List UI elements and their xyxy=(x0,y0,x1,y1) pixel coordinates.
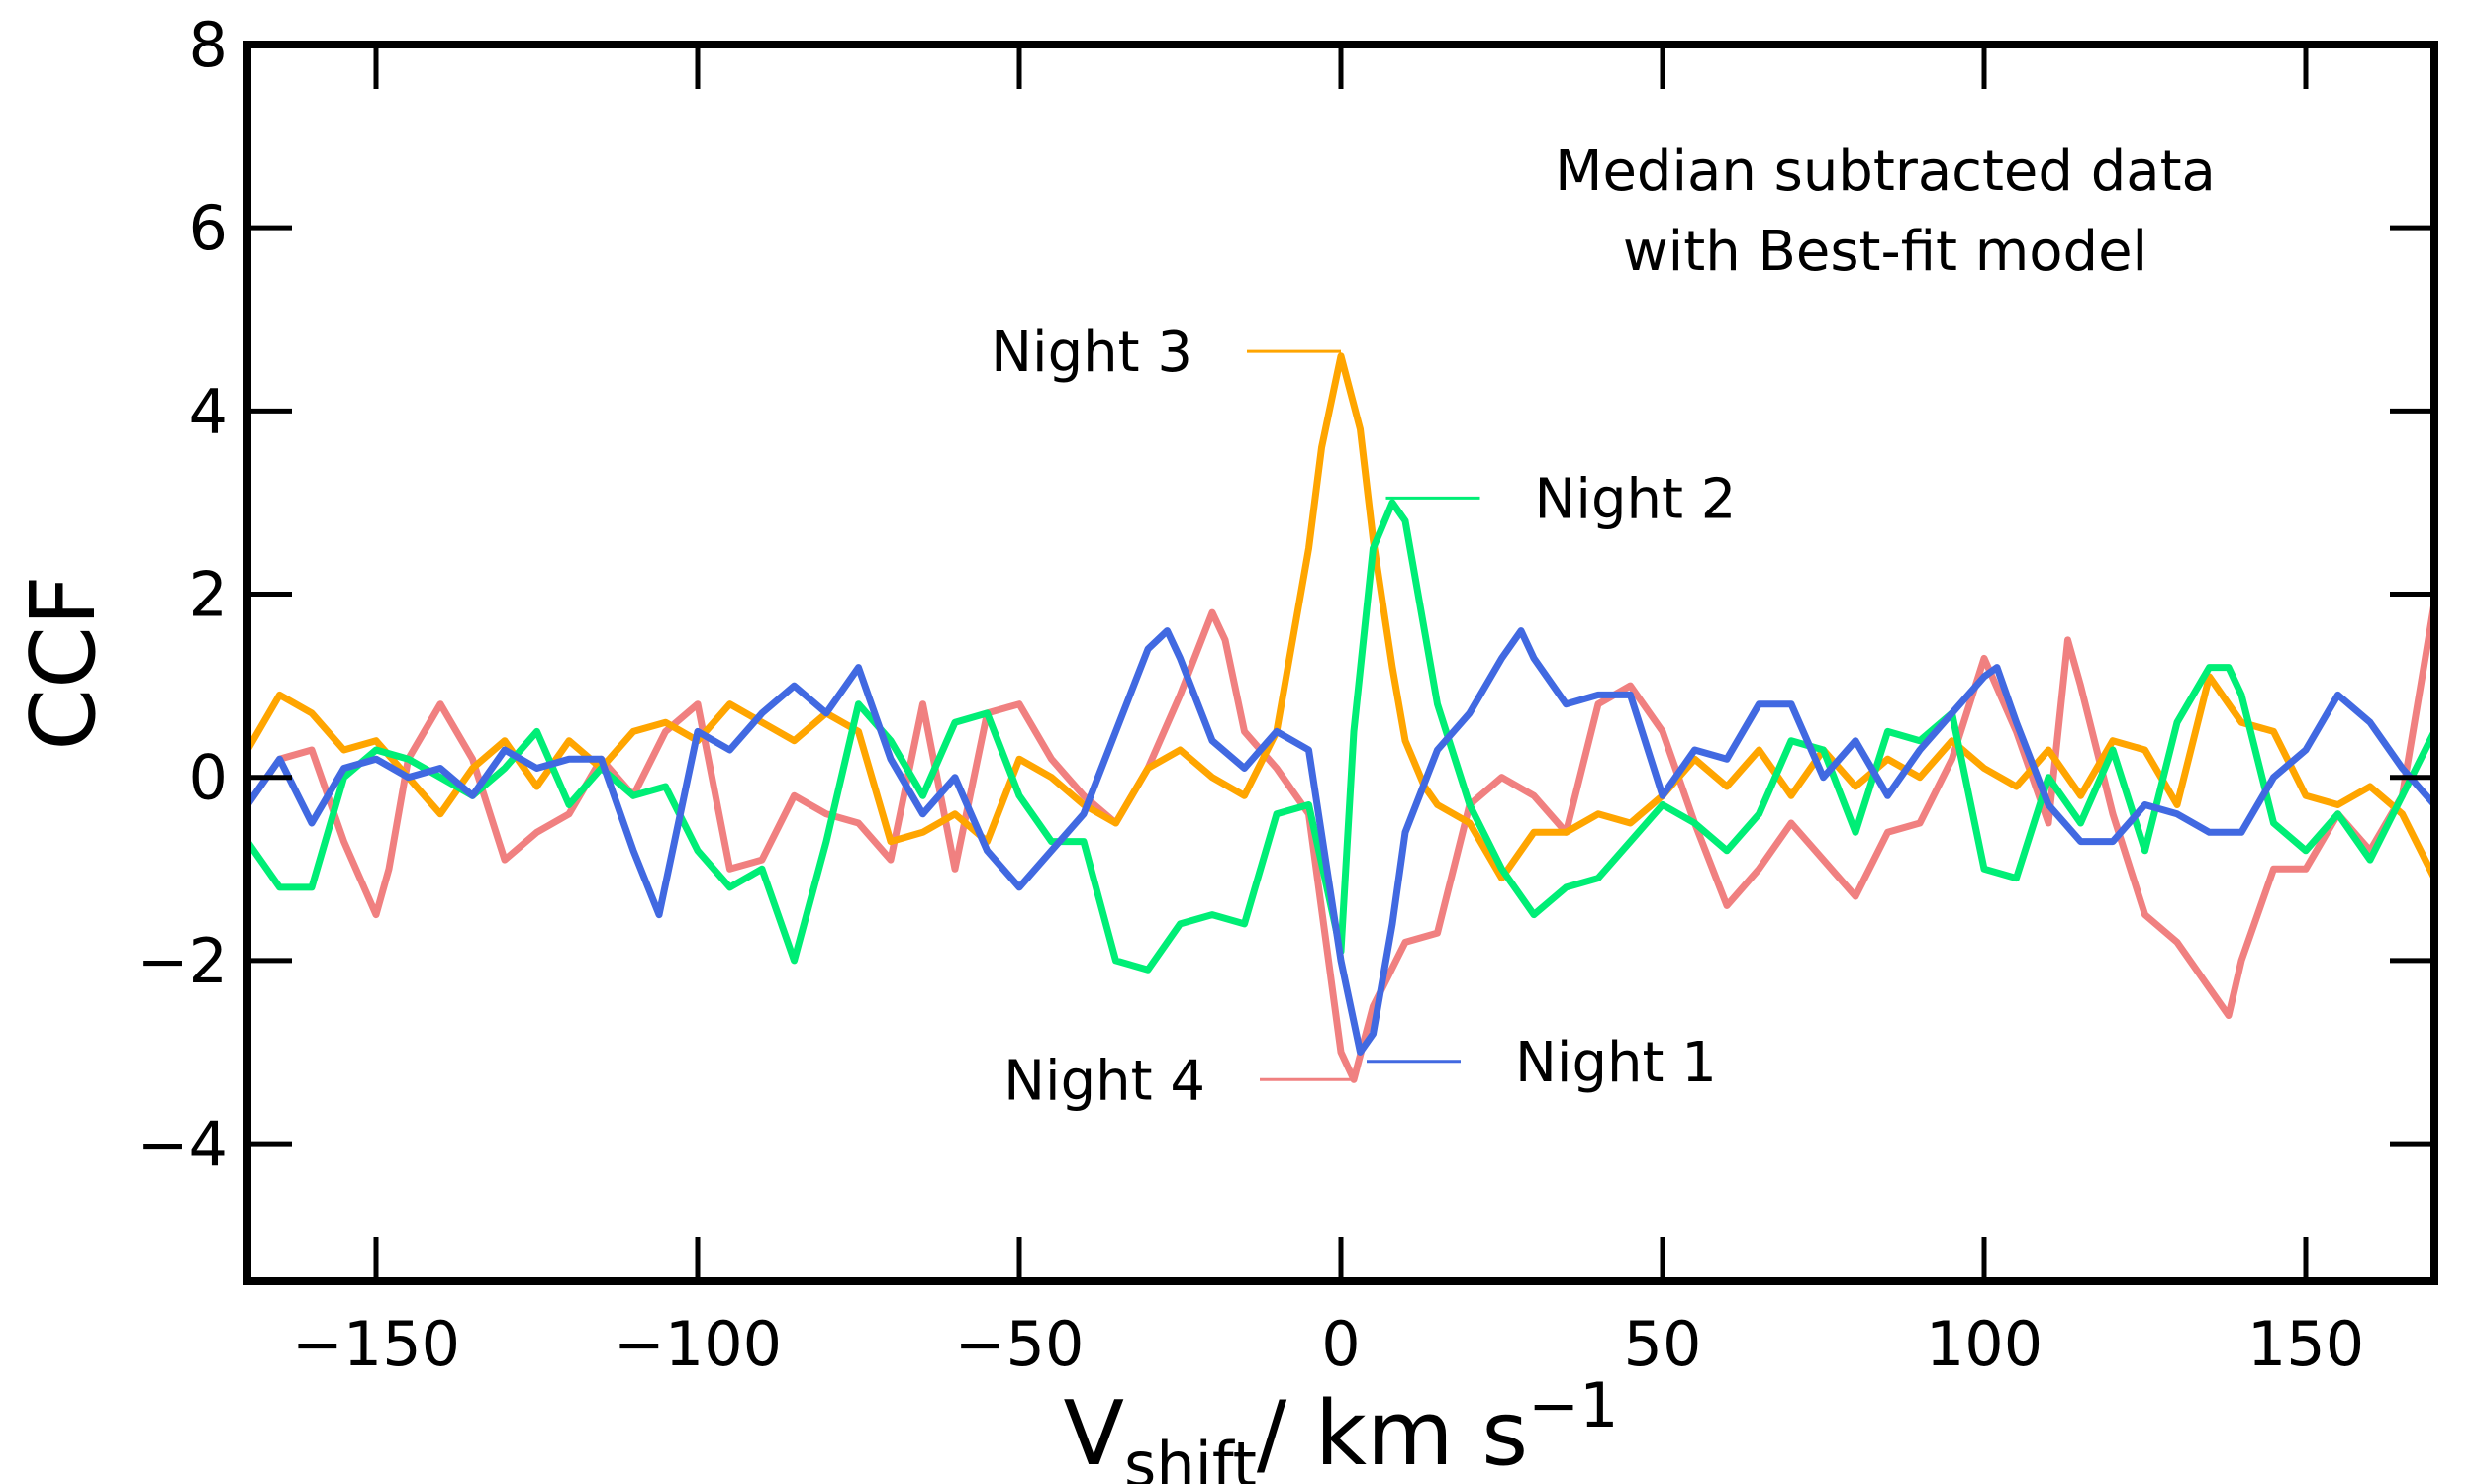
y-tick-label: 8 xyxy=(189,9,228,81)
series-line-night-2 xyxy=(247,499,2434,974)
series-label-night-2: Night 2 xyxy=(1535,467,1737,531)
x-axis-title: Vshift/ km s−1 xyxy=(1063,1369,1618,1484)
series-label-night-4: Night 4 xyxy=(1003,1049,1205,1113)
x-tick-label: −150 xyxy=(292,1308,460,1380)
x-axis-title-sup: −1 xyxy=(1528,1369,1618,1441)
series-line-night-1 xyxy=(247,627,2434,1056)
y-tick-label: −4 xyxy=(138,1108,228,1180)
x-axis-title-sub: shift xyxy=(1124,1429,1257,1484)
x-tick-label: −50 xyxy=(955,1308,1085,1380)
annotation-line-2: with Best-fit model xyxy=(1623,220,2147,284)
x-tick-label: 100 xyxy=(1926,1308,2043,1380)
series-layer xyxy=(247,352,2434,1083)
series-line-night-3 xyxy=(247,352,2434,882)
series-label-layer: Night 3 Night 2 Night 1 Night 4 xyxy=(991,321,1736,1113)
y-tick-label: −2 xyxy=(138,925,228,997)
plot-frame xyxy=(243,41,2438,1285)
series-label-night-1: Night 1 xyxy=(1515,1031,1717,1095)
tick-layer: −150 −100 −50 0 50 100 150 −4 −2 0 2 4 6 8 xyxy=(138,9,2434,1380)
x-tick-label: 50 xyxy=(1624,1308,1702,1380)
y-tick-label: 6 xyxy=(189,192,228,264)
y-axis-title: CCF xyxy=(12,575,116,750)
y-tick-label: 0 xyxy=(189,742,228,814)
x-axis-title-main: V xyxy=(1063,1382,1124,1484)
x-tick-label: 0 xyxy=(1321,1308,1360,1380)
y-tick-label: 2 xyxy=(189,559,228,631)
x-tick-label: 150 xyxy=(2247,1308,2364,1380)
x-tick-label: −100 xyxy=(614,1308,782,1380)
x-axis-title-unit: / km s xyxy=(1257,1382,1528,1484)
y-tick-label: 4 xyxy=(189,375,228,447)
series-label-night-3: Night 3 xyxy=(991,321,1192,385)
annotation-line-1: Median subtracted data xyxy=(1555,139,2216,204)
